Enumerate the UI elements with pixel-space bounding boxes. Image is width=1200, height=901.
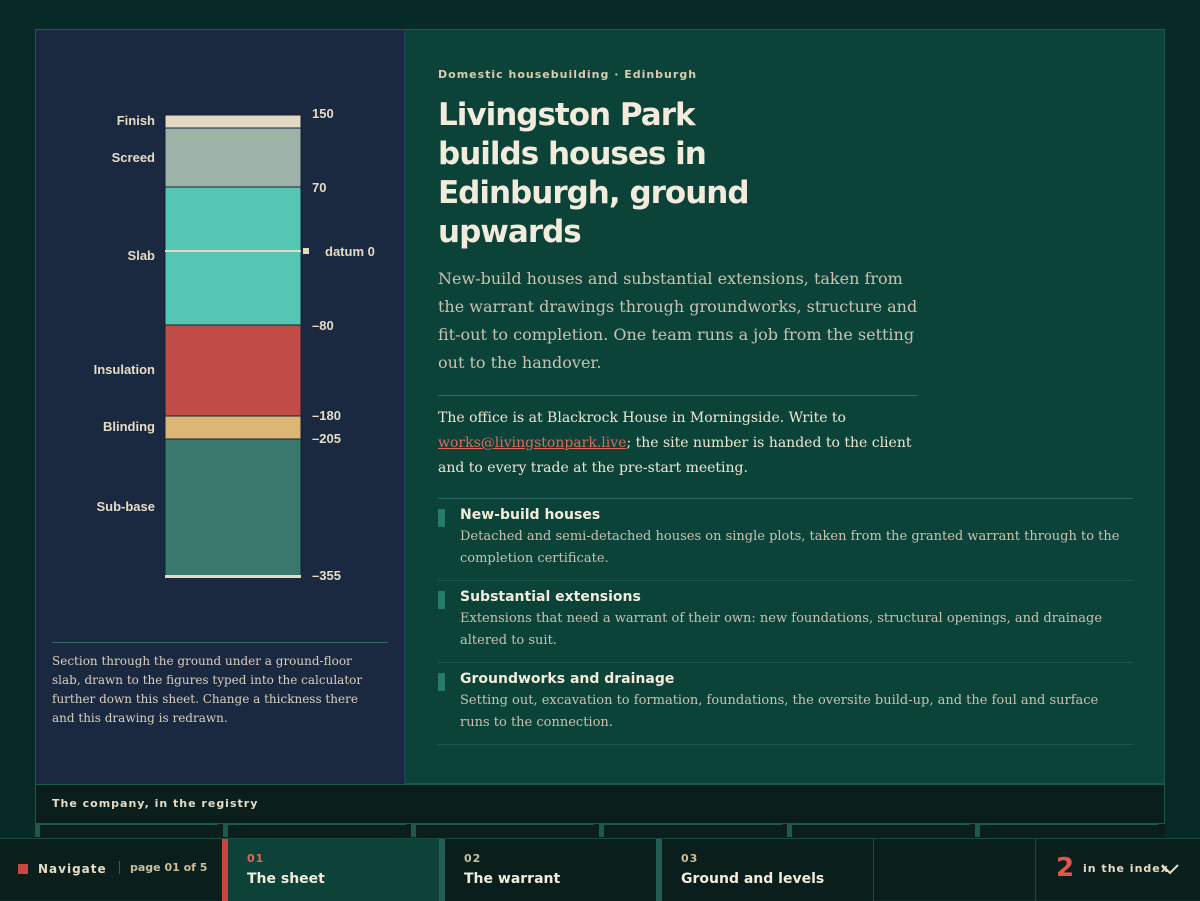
strip-segment [35,824,218,837]
strip-segment [787,824,970,837]
eyebrow: Domestic housebuilding · Edinburgh [438,68,698,81]
service-groundworks: Groundworks and drainage Setting out, ex… [438,663,1133,745]
label-blinding: Blinding [103,419,155,434]
layer-finish [164,114,302,129]
label-sub-base: Sub-base [96,499,155,514]
service-title: Groundworks and drainage [460,671,675,687]
email-link[interactable]: works@livingstonpark.live [438,435,627,451]
level-70: 70 [312,180,326,195]
strip-segment [223,824,406,837]
tab-ground-and-levels[interactable]: 03 Ground and levels [656,839,873,901]
index-count: 2 [1056,853,1075,883]
office-text-after: ; the site number is handed to the clien… [438,435,912,476]
page-title: Livingston Park builds houses in Edinbur… [438,97,750,250]
layer-sub-base [164,438,302,577]
office-text: The office is at Blackrock House in Morn… [438,410,846,426]
tab-number: 01 [247,852,265,865]
tab-label: The warrant [464,871,561,887]
service-new-build: New-build houses Detached and semi-detac… [438,499,1133,581]
services-list: New-build houses Detached and semi-detac… [438,499,1133,745]
layer-slab [164,186,302,326]
level-minus-355: –355 [312,568,341,583]
index-label: in the index [1083,862,1169,875]
registry-label: The company, in the registry [52,797,259,810]
strip-segment [411,824,594,837]
label-slab: Slab [128,248,156,263]
tab-label: Ground and levels [681,871,825,887]
square-icon [18,864,28,874]
service-title: New-build houses [460,507,601,523]
office-info: The office is at Blackrock House in Morn… [438,406,918,481]
strip-segment [599,824,782,837]
service-title: Substantial extensions [460,589,641,605]
tab-number: 02 [464,852,482,865]
caption-divider [52,642,388,643]
index-toggle[interactable]: 2 in the index [1035,839,1200,901]
level-150: 150 [312,106,334,121]
divider [438,498,1133,499]
bottom-navigation: Navigate page 01 of 5 01 The sheet 02 Th… [0,838,1200,901]
strip-segment [975,824,1158,837]
service-marker [438,591,445,609]
registry-strip [35,824,1165,838]
nav-spacer [873,839,1036,901]
service-marker [438,673,445,691]
datum-marker [303,248,309,254]
navigate-label: Navigate [18,862,107,876]
label-screed: Screed [112,150,155,165]
page-indicator: page 01 of 5 [119,861,207,874]
layer-screed [164,127,302,188]
tab-number: 03 [681,852,699,865]
main-card: Finish Screed Slab Insulation Blinding S… [35,29,1166,785]
service-marker [438,509,445,527]
service-text: Setting out, excavation to formation, fo… [460,693,1099,730]
label-finish: Finish [117,113,155,128]
datum-label: datum 0 [325,244,375,259]
tab-the-warrant[interactable]: 02 The warrant [439,839,658,901]
drawing-caption: Section through the ground under a groun… [52,654,363,725]
level-minus-180: –180 [312,408,341,423]
intro-panel: Domestic housebuilding · Edinburgh Livin… [438,30,1166,785]
level-minus-80: –80 [312,318,334,333]
service-text: Detached and semi-detached houses on sin… [460,529,1120,566]
navigate-text: Navigate [38,862,107,876]
layer-blinding [164,415,302,440]
service-text: Extensions that need a warrant of their … [460,611,1103,648]
divider [438,395,918,396]
formation-line [165,575,301,578]
tab-the-sheet[interactable]: 01 The sheet [222,839,441,901]
ground-section-drawing: Finish Screed Slab Insulation Blinding S… [94,106,375,583]
section-drawing-panel: Finish Screed Slab Insulation Blinding S… [36,30,405,785]
label-insulation: Insulation [94,362,155,377]
level-minus-205: –205 [312,431,341,446]
layer-insulation [164,324,302,417]
lede: New-build houses and substantial extensi… [438,269,918,372]
chevron-down-icon [1161,864,1179,875]
tab-label: The sheet [247,871,325,887]
service-extensions: Substantial extensions Extensions that n… [438,581,1133,663]
registry-bar[interactable]: The company, in the registry [35,784,1165,824]
